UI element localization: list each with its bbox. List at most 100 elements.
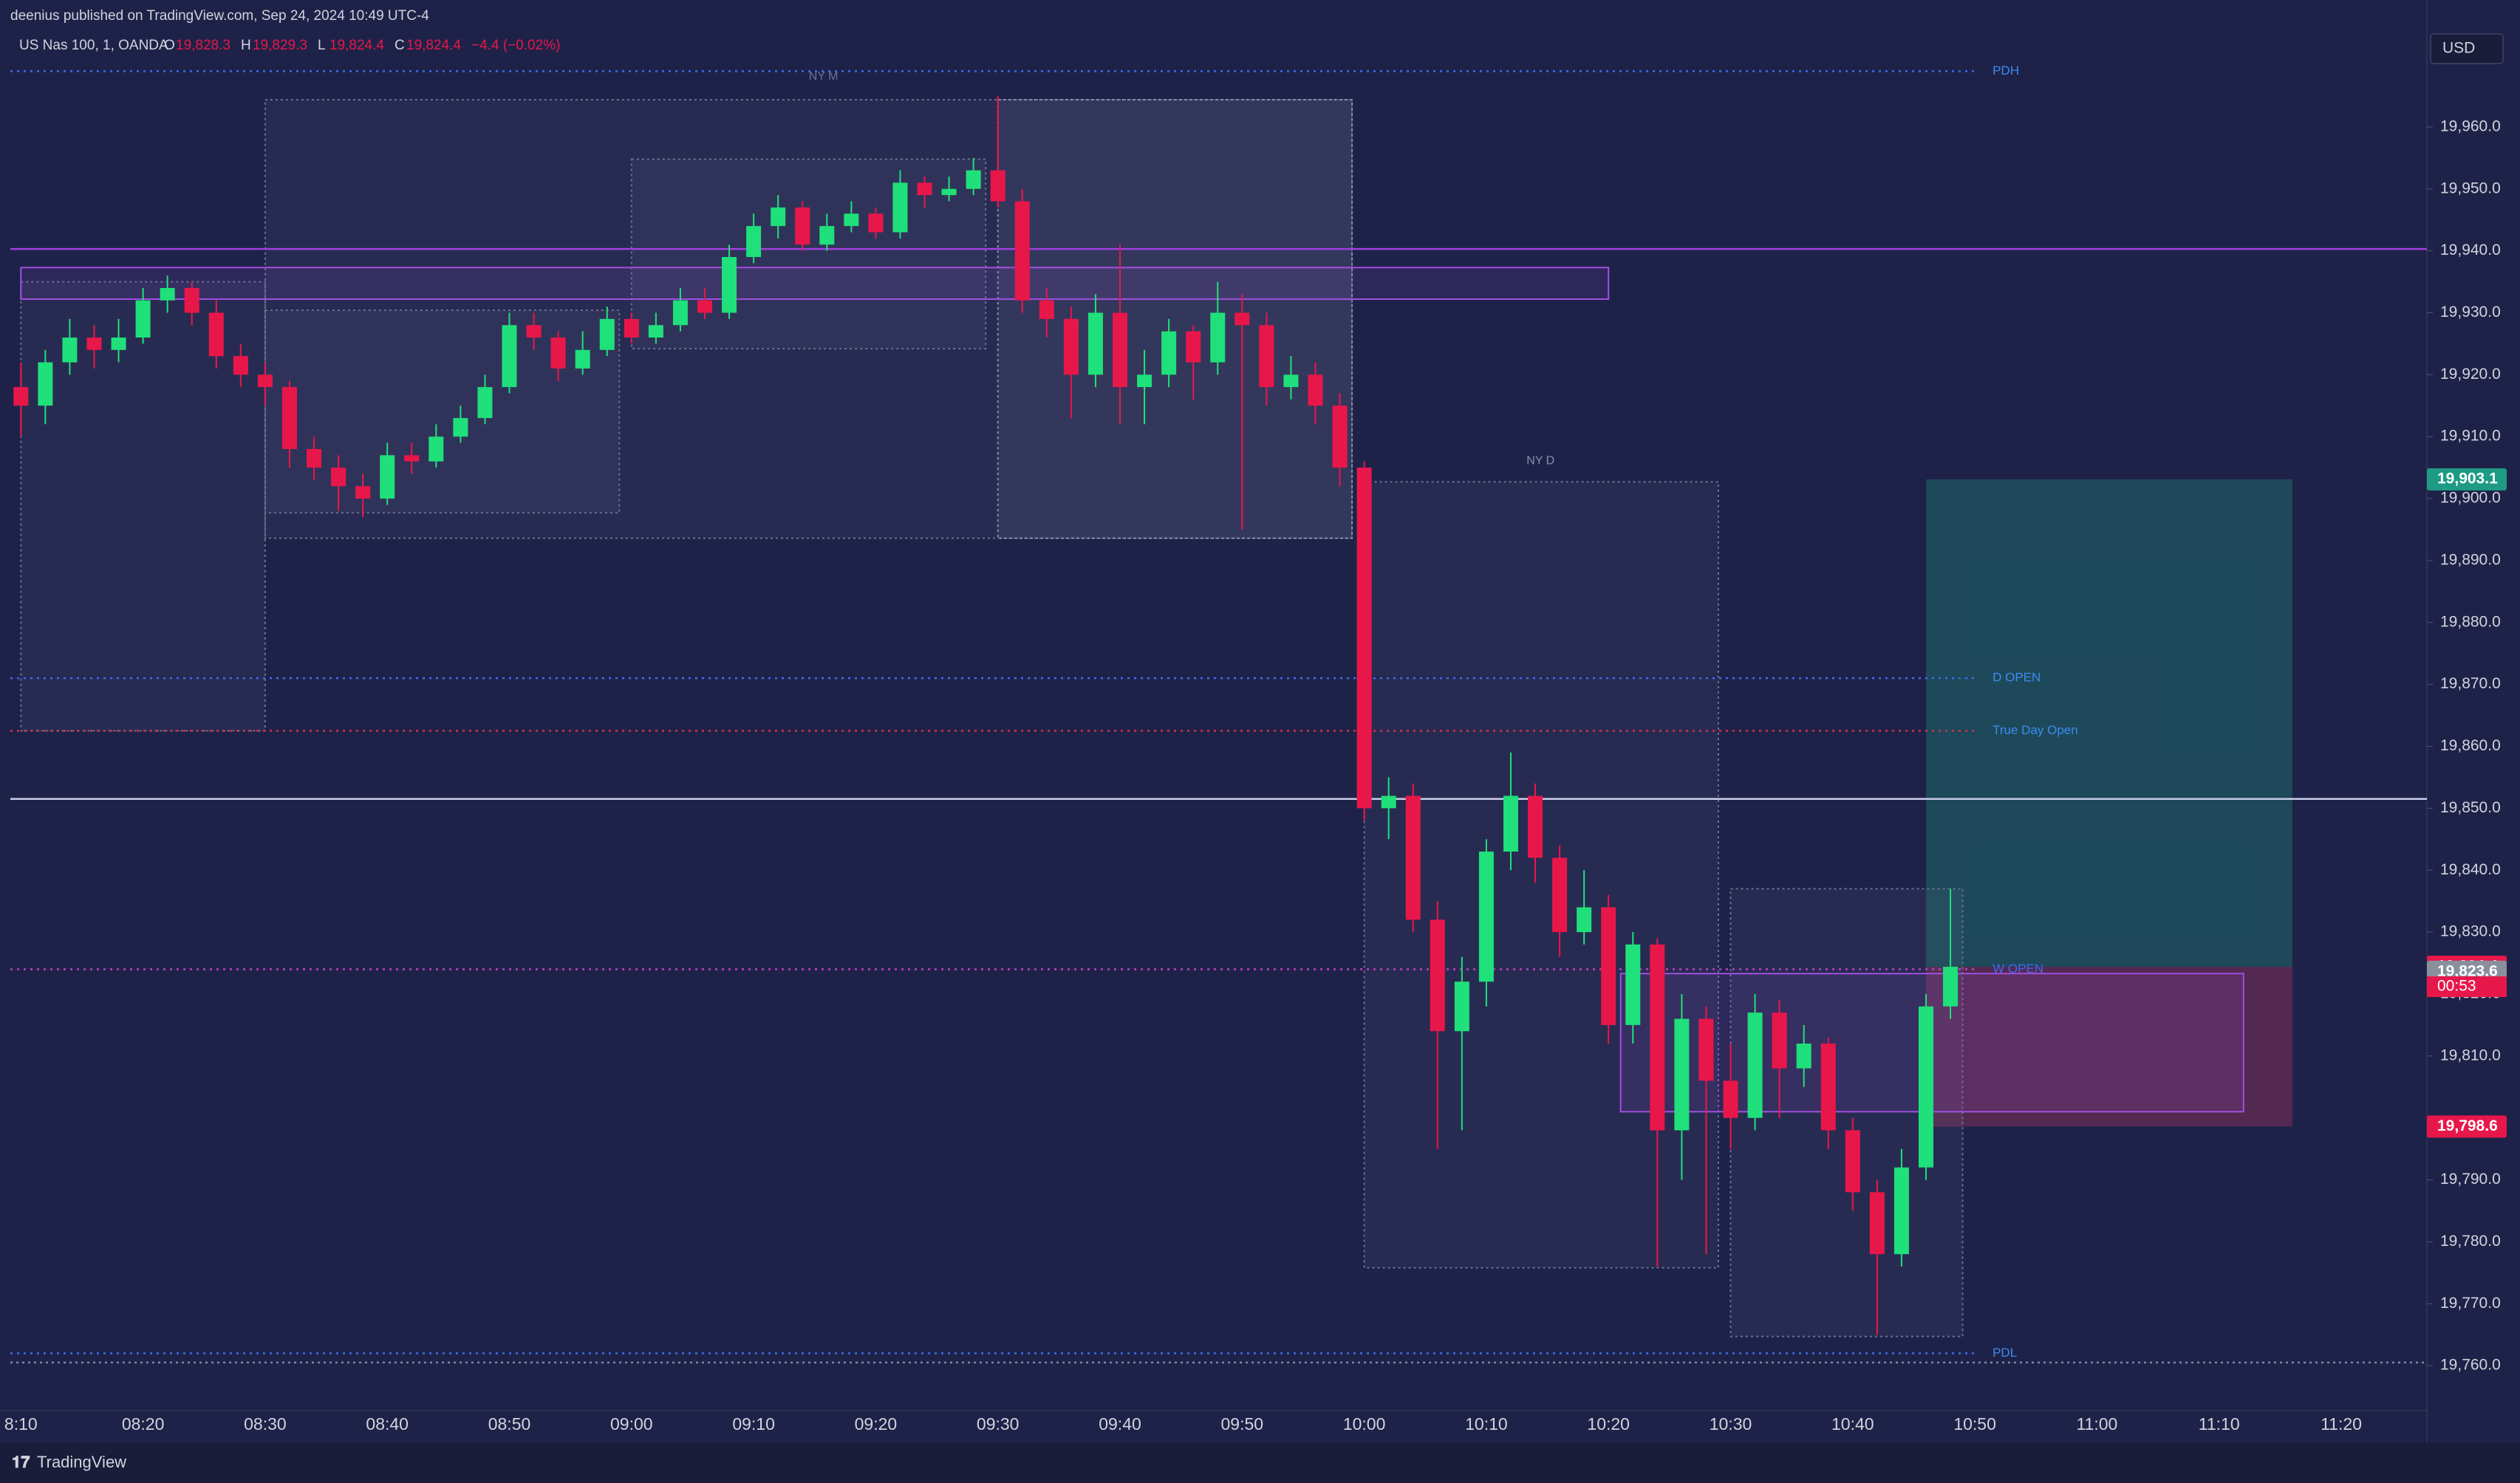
symbol: US Nas 100, 1, OANDA	[19, 38, 168, 53]
candle-body	[1356, 467, 1372, 809]
y-tick-label: 19,910.0	[2440, 428, 2501, 445]
candle-body	[477, 387, 493, 419]
ohlc-value: 19,828.3	[176, 38, 231, 53]
y-tick-label: 19,930.0	[2440, 304, 2501, 321]
candle-body	[819, 226, 835, 245]
candle-body	[1796, 1044, 1812, 1069]
candle-body	[1430, 919, 1445, 1032]
candle-body	[1894, 1167, 1909, 1255]
candle-body	[62, 338, 78, 363]
stop-zone	[1925, 967, 2292, 1127]
zone-box	[20, 281, 266, 732]
candle-body	[38, 362, 53, 406]
candle-body	[746, 226, 762, 258]
candle-body	[184, 287, 199, 313]
y-tick-label: 19,900.0	[2440, 490, 2501, 507]
y-tick-label: 19,960.0	[2440, 117, 2501, 134]
candle-body	[966, 170, 981, 189]
candle-body	[1308, 374, 1323, 406]
y-tick-label: 19,770.0	[2440, 1295, 2501, 1312]
candle-body	[1552, 857, 1568, 933]
y-tick-label: 19,840.0	[2440, 861, 2501, 878]
level-label: D OPEN	[1993, 671, 2041, 685]
zone-box	[264, 99, 1353, 539]
candle-body	[1625, 944, 1641, 1025]
candle-body	[1332, 405, 1348, 468]
y-tick-label: 19,860.0	[2440, 737, 2501, 754]
candle-body	[257, 374, 273, 388]
price-tag-label: 19,823.6	[2437, 962, 2498, 979]
ohlc-value: 19,824.4	[329, 38, 384, 53]
candle-body	[868, 213, 884, 233]
x-tick-label: 11:20	[2321, 1414, 2362, 1434]
candle-body	[331, 467, 346, 487]
candle-body	[1772, 1013, 1787, 1069]
currency[interactable]: USD	[2442, 40, 2475, 57]
candle-body	[86, 338, 102, 350]
y-tick-label: 19,810.0	[2440, 1047, 2501, 1064]
x-tick-label: 08:40	[366, 1414, 409, 1434]
candle-body	[453, 418, 468, 437]
candle-body	[795, 207, 810, 245]
price-tag	[2427, 1115, 2507, 1138]
candle-body	[1063, 318, 1079, 375]
candle-body	[1039, 300, 1054, 319]
candle-body	[233, 356, 248, 375]
candle-body	[941, 188, 957, 196]
candle-body	[917, 182, 932, 196]
y-tick-label: 19,780.0	[2440, 1233, 2501, 1250]
x-tick-label: 10:30	[1710, 1414, 1752, 1434]
candle-body	[1601, 907, 1616, 1025]
y-tick-label: 19,870.0	[2440, 675, 2501, 692]
zone-box	[997, 99, 1353, 539]
candle-body	[1405, 795, 1421, 920]
ohlc-key: C	[395, 38, 405, 53]
candle-body	[1698, 1018, 1714, 1081]
x-tick-label: 10:40	[1831, 1414, 1874, 1434]
x-tick-label: 8:10	[4, 1414, 38, 1434]
x-tick-label: 08:20	[122, 1414, 165, 1434]
candle-body	[1381, 795, 1396, 809]
x-tick-label: 09:00	[610, 1414, 653, 1434]
x-tick-label: 08:50	[488, 1414, 531, 1434]
x-tick-label: 08:30	[244, 1414, 287, 1434]
y-tick-label: 19,880.0	[2440, 613, 2501, 630]
candle-body	[1087, 312, 1103, 375]
countdown-box	[2427, 976, 2507, 998]
candle-body	[380, 455, 395, 499]
publisher: deenius published on TradingView.com, Se…	[10, 8, 429, 24]
candle-body	[672, 300, 688, 326]
price-tag-label: 19,798.6	[2437, 1117, 2498, 1134]
level-label: PDL	[1993, 1346, 2017, 1360]
currency-box[interactable]	[2430, 33, 2504, 64]
candle-body	[111, 338, 126, 350]
candle-body	[550, 338, 566, 369]
candle-body	[697, 300, 712, 313]
x-tick-label: 10:20	[1587, 1414, 1630, 1434]
x-tick-label: 11:00	[2076, 1414, 2117, 1434]
y-tick-label: 19,890.0	[2440, 551, 2501, 568]
candle-body	[1528, 795, 1543, 858]
candle-body	[575, 349, 590, 369]
candle-body	[1747, 1013, 1763, 1118]
x-tick-label: 10:50	[1953, 1414, 1996, 1434]
ohlc-key: O	[164, 38, 175, 53]
candle-body	[13, 387, 29, 406]
zone-label: NY D	[1526, 455, 1554, 467]
y-tick-label: 19,790.0	[2440, 1171, 2501, 1188]
level-label: True Day Open	[1993, 723, 2078, 737]
candle-body	[771, 207, 786, 227]
candle-body	[1478, 852, 1494, 982]
candle-body	[307, 448, 322, 468]
y-tick-label: 19,940.0	[2440, 242, 2501, 258]
x-tick-label: 11:10	[2199, 1414, 2240, 1434]
candle-body	[892, 182, 908, 233]
y-tick-label: 19,760.0	[2440, 1357, 2501, 1374]
candle-body	[1577, 907, 1592, 933]
footer-logo: 𝟏𝟕	[12, 1453, 30, 1471]
x-tick-label: 09:40	[1099, 1414, 1141, 1434]
candle-body	[1283, 374, 1299, 388]
candle-body	[1161, 331, 1177, 375]
level-label: PDH	[1993, 64, 2019, 78]
x-tick-label: 09:50	[1221, 1414, 1264, 1434]
